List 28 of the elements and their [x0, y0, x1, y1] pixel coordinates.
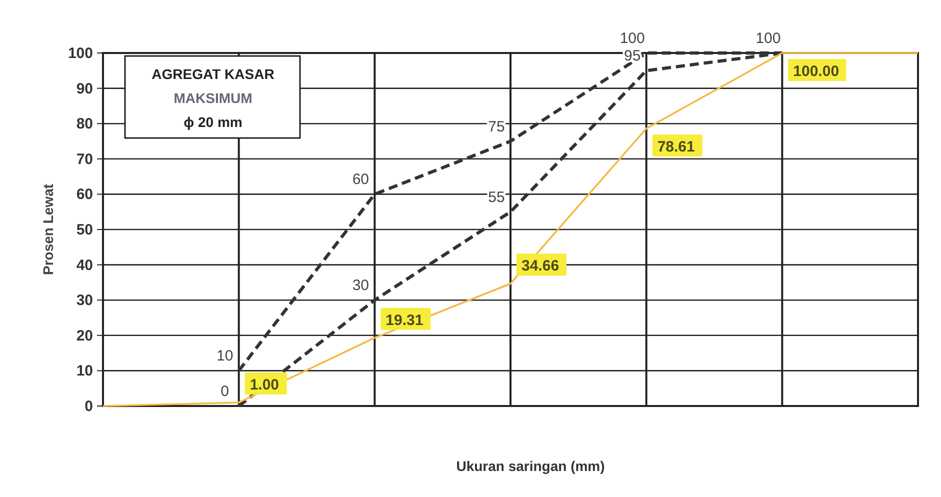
data-label: 19.31 [386, 312, 424, 329]
text-box: AGREGAT KASAR MAKSIMUM ϕ 20 mm [124, 55, 301, 139]
x-axis-title: Ukuran saringan (mm) [456, 458, 605, 474]
data-label: 100 [620, 30, 645, 47]
data-label: 60 [352, 171, 370, 188]
annotation: MAKSIMUM [174, 90, 252, 106]
y-tick-label: 50 [76, 222, 93, 238]
data-label: 30 [352, 277, 370, 294]
y-axis-title: Prosen Lewat [40, 184, 56, 276]
y-tick-label: 90 [76, 80, 93, 98]
y-tick-label: 100 [68, 45, 93, 62]
data-label: 1.00 [250, 376, 280, 394]
y-tick-label: 70 [76, 150, 93, 168]
y-tick-label: 60 [76, 186, 93, 204]
data-label: 100.00 [793, 63, 840, 80]
data-label: 34.66 [522, 258, 560, 275]
y-tick-label: 20 [76, 327, 93, 344]
data-label: 78.61 [657, 138, 695, 156]
annotation: AGREGAT KASAR [152, 66, 274, 82]
y-tick-label: 0 [84, 398, 93, 415]
data-label: 10 [216, 348, 234, 365]
y-tick-label: 40 [76, 256, 93, 274]
data-label: 100 [756, 30, 781, 47]
y-tick-label: 30 [76, 292, 93, 310]
y-tick-label: 80 [76, 116, 93, 133]
annotation: ϕ 20 mm [184, 114, 242, 130]
y-tick-label: 10 [76, 362, 93, 380]
data-label: 0 [220, 383, 230, 400]
